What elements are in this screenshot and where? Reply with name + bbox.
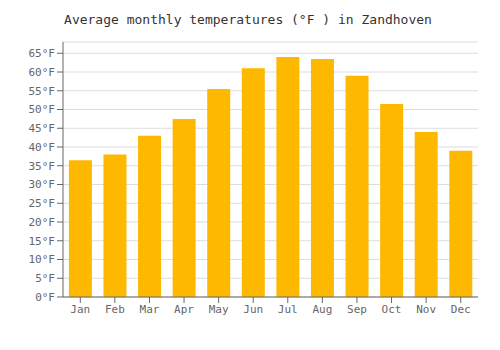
svg-text:40°F: 40°F [29, 141, 56, 154]
svg-text:35°F: 35°F [29, 160, 56, 173]
svg-text:50°F: 50°F [29, 103, 56, 116]
svg-text:Oct: Oct [382, 303, 402, 316]
svg-text:Sep: Sep [347, 303, 367, 316]
svg-text:45°F: 45°F [29, 122, 56, 135]
svg-text:60°F: 60°F [29, 66, 56, 79]
svg-text:Aug: Aug [312, 303, 332, 316]
svg-text:Jan: Jan [70, 303, 90, 316]
svg-text:10°F: 10°F [29, 253, 56, 266]
svg-text:15°F: 15°F [29, 235, 56, 248]
svg-text:Jul: Jul [278, 303, 298, 316]
html-text:Average monthly temperatures (: Average monthly temperatures (°F ) in Za… [64, 12, 432, 27]
svg-text:20°F: 20°F [29, 216, 56, 229]
svg-text:Feb: Feb [105, 303, 125, 316]
svg-text:5°F: 5°F [35, 272, 55, 285]
svg-text:65°F: 65°F [29, 47, 56, 60]
svg-text:May: May [209, 303, 229, 316]
svg-text:30°F: 30°F [29, 178, 56, 191]
svg-text:Dec: Dec [451, 303, 471, 316]
svg-text:25°F: 25°F [29, 197, 56, 210]
svg-text:Nov: Nov [416, 303, 436, 316]
svg-text:0°F: 0°F [35, 291, 55, 304]
svg-text:Apr: Apr [174, 303, 194, 316]
svg-text:Mar: Mar [140, 303, 160, 316]
svg-text:55°F: 55°F [29, 85, 56, 98]
svg-text:Jun: Jun [243, 303, 263, 316]
